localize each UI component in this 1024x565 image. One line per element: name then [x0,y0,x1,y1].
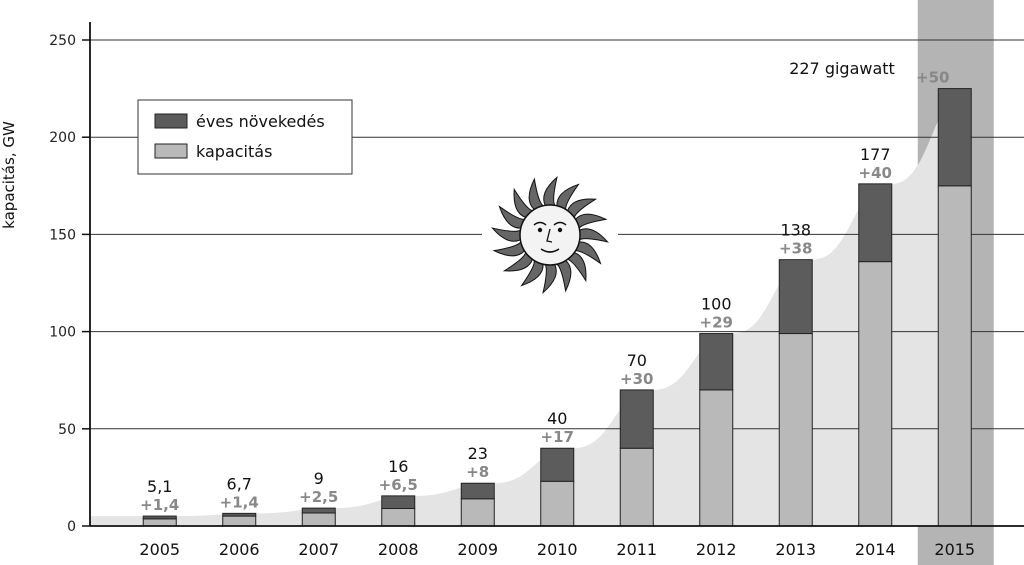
total-label-2012: 100 [701,295,732,314]
axes: 0 50 100 150 200 250 [49,22,1024,535]
y-tick-label: 50 [58,422,76,438]
bar-capacity-2013 [778,333,813,527]
bar-growth-2009 [460,482,495,500]
y-tick-label: 150 [49,227,76,243]
increment-label-2014: +40 [859,164,892,182]
increment-label-2006: +1,4 [220,493,259,511]
x-tick-label-2010: 2010 [537,540,578,559]
increment-label-2010: +17 [541,428,574,446]
increment-label-2015: +50 [916,69,949,87]
x-tick-label-2005: 2005 [139,540,180,559]
total-label-2009: 23 [468,444,488,463]
bar-capacity-2006 [222,515,257,527]
total-label-2014: 177 [860,145,891,164]
total-label-2008: 16 [388,457,408,476]
annotation-227-gigawatt: 227 gigawatt [789,59,895,78]
bar-growth-2008 [381,495,416,510]
legend-swatch [154,113,188,129]
x-tick-label-2007: 2007 [298,540,339,559]
bar-growth-2011 [619,389,654,449]
y-tick-label: 0 [67,519,76,535]
bar-growth-2010 [540,447,575,482]
y-axis-label: kapacitás, GW [0,121,18,229]
y-tick-label: 200 [49,130,76,146]
bar-capacity-2015 [937,185,972,527]
bar-growth-2005 [142,515,177,520]
bar-capacity-2008 [381,508,416,527]
sun-face-icon [482,175,618,299]
legend-label: éves növekedés [196,112,325,131]
data-labels: +1,45,12005+1,46,72006+2,592007+6,516200… [139,69,975,559]
bar-growth-2015 [937,88,972,187]
trend-area [90,88,972,526]
x-tick-label-2009: 2009 [457,540,498,559]
y-tick-label: 100 [49,325,76,341]
bar-capacity-2010 [540,480,575,527]
legend-label: kapacitás [196,142,272,161]
bars [142,88,972,527]
increment-label-2013: +38 [779,240,812,258]
total-label-2011: 70 [627,351,647,370]
bar-growth-2007 [301,507,336,514]
x-tick-label-2011: 2011 [616,540,657,559]
bar-growth-2013 [778,259,813,335]
x-tick-label-2013: 2013 [775,540,816,559]
bar-capacity-2012 [699,389,734,527]
bar-growth-2012 [699,333,734,391]
increment-label-2011: +30 [620,370,653,388]
increment-label-2008: +6,5 [379,476,418,494]
total-label-2005: 5,1 [147,477,172,496]
bar-capacity-2009 [460,498,495,527]
increment-label-2005: +1,4 [140,496,179,514]
bar-growth-2006 [222,512,257,517]
bar-capacity-2007 [301,512,336,527]
bar-capacity-2011 [619,447,654,527]
x-tick-label-2008: 2008 [378,540,419,559]
legend-swatch [154,143,188,159]
increment-label-2007: +2,5 [299,488,338,506]
y-tick-label: 250 [49,33,76,49]
total-label-2006: 6,7 [227,474,252,493]
bar-growth-2014 [858,183,893,263]
total-label-2013: 138 [780,221,811,240]
x-tick-label-2006: 2006 [219,540,260,559]
x-tick-label-2015: 2015 [934,540,975,559]
x-tick-label-2014: 2014 [855,540,896,559]
total-label-2007: 9 [314,469,324,488]
bar-capacity-2014 [858,261,893,527]
legend: éves növekedés kapacitás [137,99,353,175]
x-tick-label-2012: 2012 [696,540,737,559]
increment-label-2009: +8 [466,463,489,481]
bar-capacity-2005 [142,518,177,527]
increment-label-2012: +29 [700,314,733,332]
total-label-2010: 40 [547,409,567,428]
